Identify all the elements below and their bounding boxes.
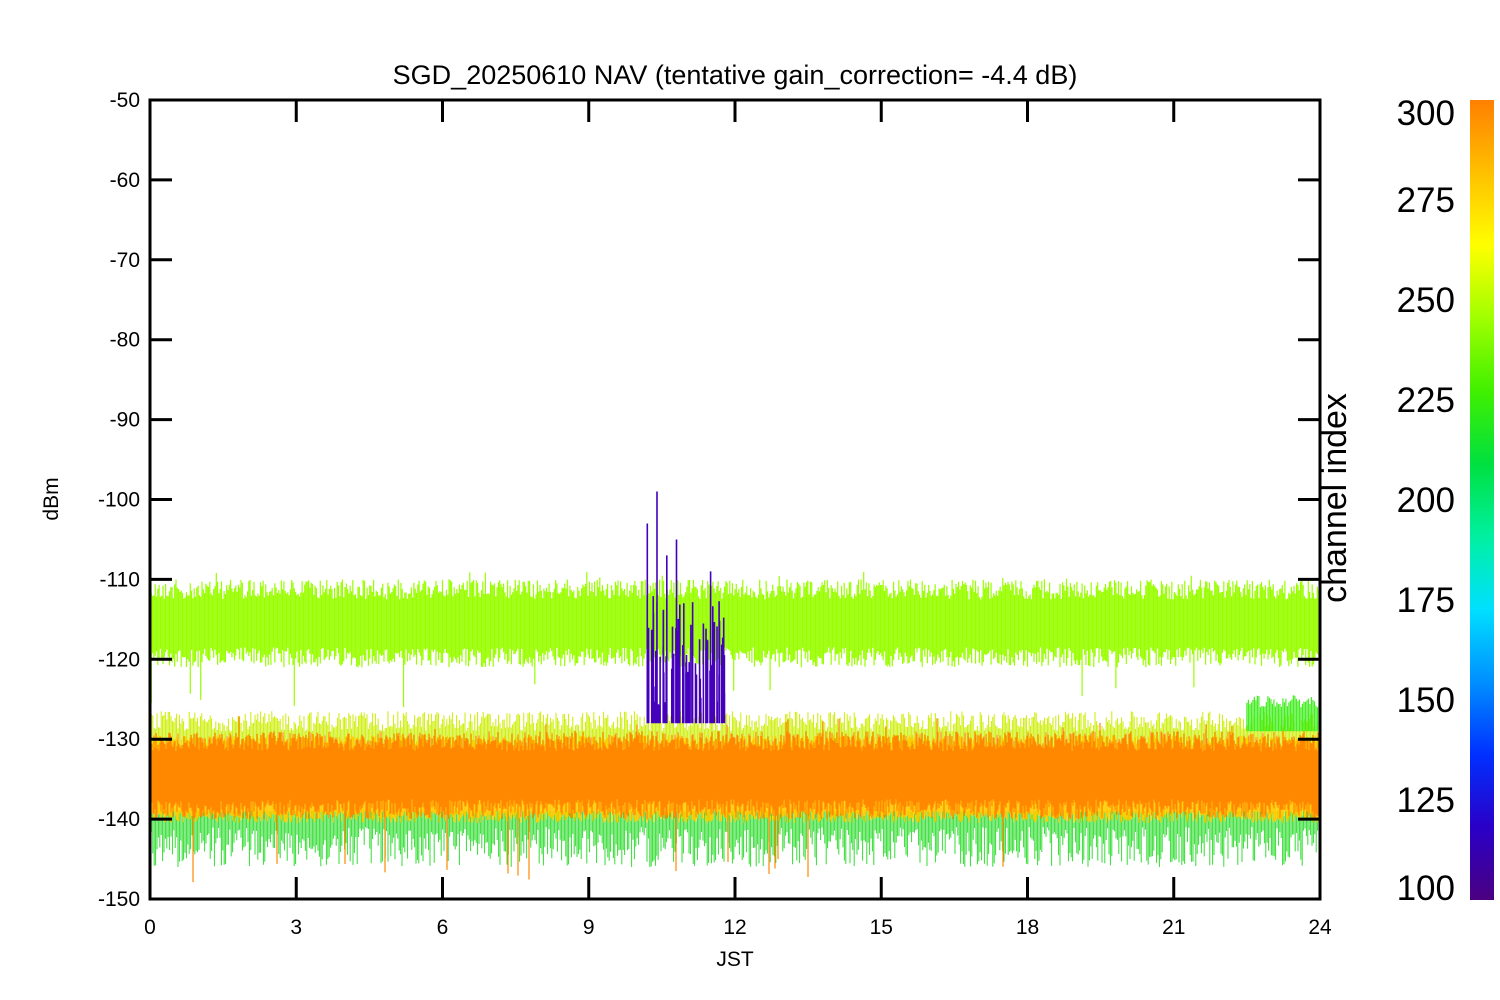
y-tick-label: -110 xyxy=(100,568,140,591)
y-tick-label: -150 xyxy=(98,888,140,911)
x-tick-label: 9 xyxy=(583,916,595,939)
axis-ticks: 0 3 6 9 12 15 18 21 24 -50 -60 -70 -80 -90 -100 -110 -12… xyxy=(98,89,1332,939)
x-tick-label: 18 xyxy=(1016,916,1039,939)
colorbar-label: channel index xyxy=(1316,393,1354,603)
colorbar-tick-label: 125 xyxy=(1397,781,1455,820)
y-tick-label: -60 xyxy=(110,169,140,192)
colorbar-tick-label: 100 xyxy=(1397,869,1455,908)
x-tick-label: 24 xyxy=(1308,916,1332,939)
y-tick-label: -100 xyxy=(98,489,140,512)
colorbar-bar xyxy=(1470,100,1494,900)
series-1-late-rise xyxy=(1246,695,1320,732)
colorbar-tick-label: 250 xyxy=(1397,281,1455,320)
x-tick-label: 3 xyxy=(290,916,302,939)
colorbar-tick-label: 175 xyxy=(1397,581,1455,620)
series-0-line xyxy=(150,571,1320,707)
x-tick-label: 15 xyxy=(870,916,893,939)
y-tick-label: -70 xyxy=(110,249,140,272)
y-tick-label: -130 xyxy=(98,728,140,751)
y-tick-label: -120 xyxy=(98,648,140,671)
x-tick-label: 6 xyxy=(437,916,449,939)
chart-title: SGD_20250610 NAV (tentative gain_correct… xyxy=(393,60,1078,90)
colorbar-tick-label: 300 xyxy=(1397,94,1455,133)
series-2-spikes xyxy=(646,491,726,724)
colorbar: 300 275 250 225 200 175 150 125 100 xyxy=(1397,94,1494,908)
plot-data-layer xyxy=(150,491,1320,883)
x-axis-label: JST xyxy=(716,948,754,971)
y-tick-label: -50 xyxy=(110,89,140,112)
x-tick-label: 0 xyxy=(144,916,156,939)
y-tick-label: -80 xyxy=(110,329,140,352)
colorbar-tick-label: 225 xyxy=(1397,381,1455,420)
colorbar-tick-label: 200 xyxy=(1397,481,1455,520)
x-tick-label: 21 xyxy=(1162,916,1185,939)
colorbar-tick-label: 150 xyxy=(1397,681,1455,720)
colorbar-tick-label: 275 xyxy=(1397,181,1455,220)
y-tick-label: -90 xyxy=(110,409,140,432)
y-tick-label: -140 xyxy=(98,808,140,831)
x-tick-label: 12 xyxy=(723,916,746,939)
y-axis-label: dBm xyxy=(40,477,63,520)
series-1-core xyxy=(150,747,1320,804)
series-1-lower-fringe xyxy=(150,811,1320,867)
